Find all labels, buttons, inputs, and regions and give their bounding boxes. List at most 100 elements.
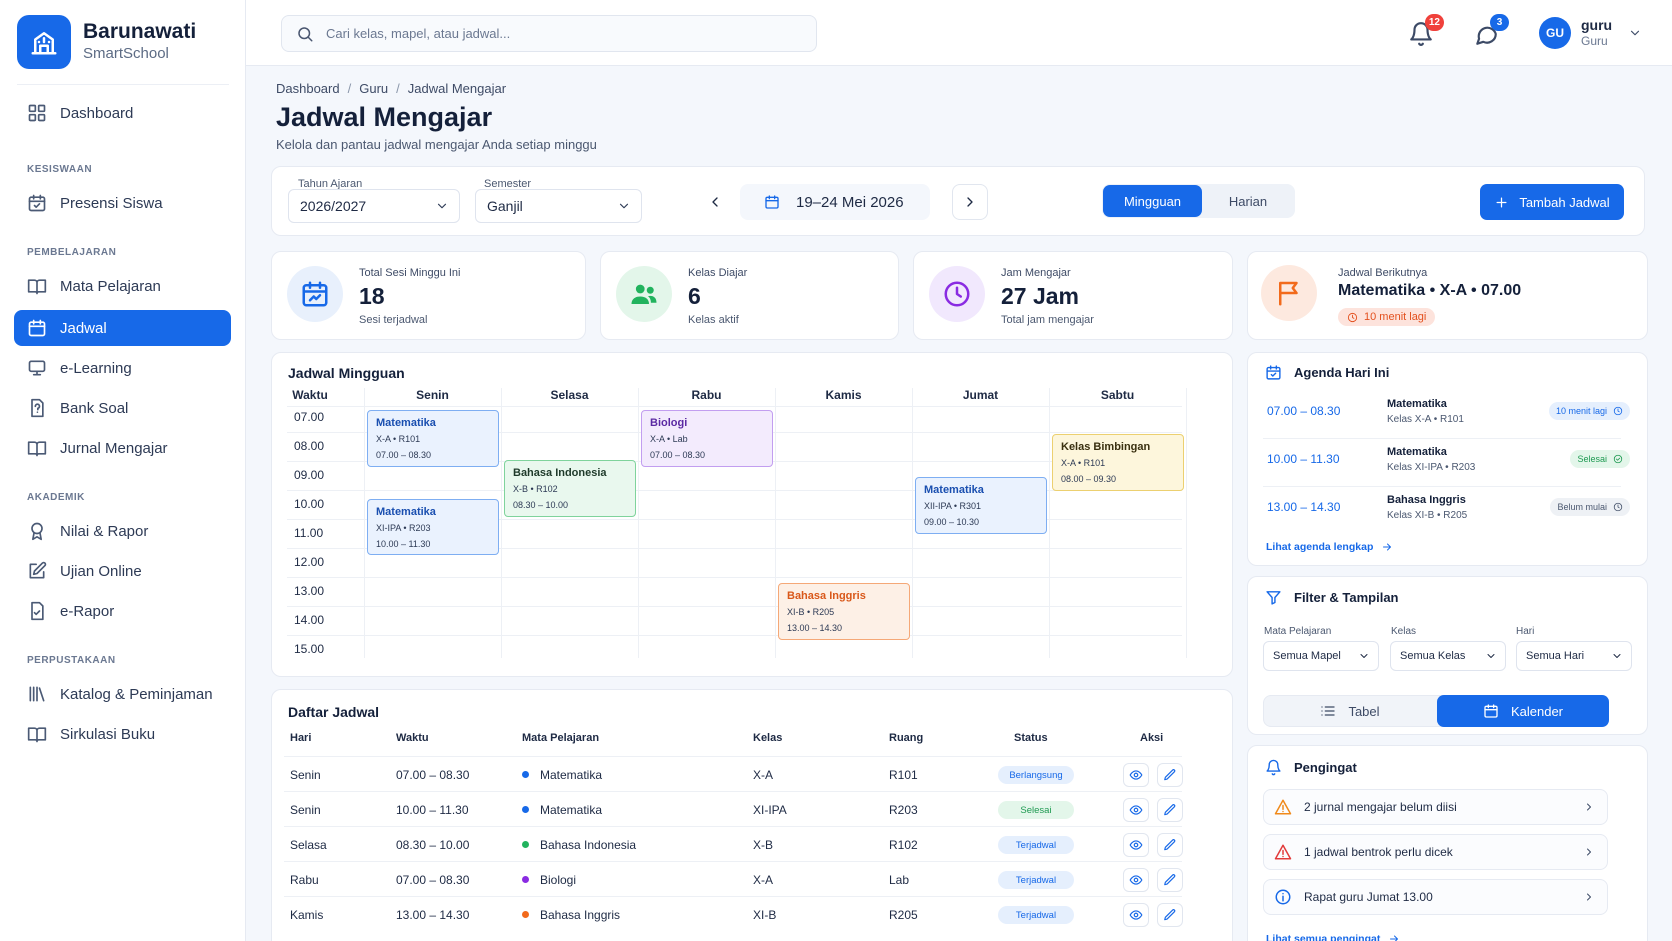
schedule-event[interactable]: Biologi X-A • Lab 07.00 – 08.30 [641,410,773,467]
page-subtitle: Kelola dan pantau jadwal mengajar Anda s… [276,137,597,152]
filter-kelas-select[interactable]: Semua Kelas [1390,641,1506,671]
table-row[interactable]: Senin 10.00 – 11.30 Matematika XI-IPA R2… [284,791,1183,826]
agenda-item[interactable]: 13.00 – 14.30 Bahasa Inggris Kelas XI-B … [1263,487,1630,533]
add-schedule-button[interactable]: Tambah Jadwal [1480,184,1624,220]
filter-hari-select[interactable]: Semua Hari [1516,641,1632,671]
pencil-icon [1164,909,1176,921]
stat-card-classes: Kelas Diajar 6 Kelas aktif [600,251,899,340]
sidebar-item-presensi[interactable]: Presensi Siswa [14,185,231,221]
sidebar-item-jadwal[interactable]: Jadwal [14,310,231,346]
sidebar-item-label: Bank Soal [60,399,129,417]
grid-line [287,548,1182,549]
filter-kelas-label: Kelas [1391,626,1417,637]
sidebar-item-dashboard[interactable]: Dashboard [14,95,231,131]
schedule-event[interactable]: Matematika XI-IPA • R203 10.00 – 11.30 [367,499,499,555]
breadcrumb-link-guru[interactable]: Guru [359,81,389,96]
next-week-button[interactable] [952,184,988,220]
sidebar-item-elearning[interactable]: e-Learning [14,350,231,386]
search-input[interactable] [326,26,806,41]
cell-course: Matematika [522,768,602,782]
breadcrumb-link-dashboard[interactable]: Dashboard [276,81,340,96]
filter-mapel-label: Mata Pelajaran [1264,626,1332,637]
status-badge: Terjadwal [998,871,1074,889]
search-box[interactable] [281,15,817,52]
calendar-mode-button[interactable]: Kalender [1437,695,1609,727]
sidebar-item-katalog[interactable]: Katalog & Peminjaman [14,676,231,712]
view-button[interactable] [1123,833,1149,857]
chevron-down-icon [1631,30,1640,36]
table-row[interactable]: Kamis 13.00 – 14.30 Bahasa Inggris XI-B … [284,896,1183,931]
day-header: Jumat [962,388,999,402]
messages-button[interactable]: 3 [1473,14,1509,47]
sidebar-item-jurnal[interactable]: Jurnal Mengajar [14,430,231,466]
view-weekly-button[interactable]: Mingguan [1103,185,1202,217]
edit-button[interactable] [1157,903,1183,927]
view-full-agenda-link[interactable]: Lihat agenda lengkap [1266,541,1393,553]
semester-select[interactable]: Ganjil [475,189,642,223]
edit-button[interactable] [1157,868,1183,892]
reminder-item[interactable]: 1 jadwal bentrok perlu dicek [1263,834,1608,870]
cell-room: R205 [889,908,918,922]
school-building-icon [17,15,71,69]
agenda-item[interactable]: 10.00 – 11.30 Matematika Kelas XI-IPA • … [1263,439,1630,485]
calendar-mode-label: Kalender [1510,703,1564,719]
view-daily-button[interactable]: Harian [1228,193,1268,209]
info-icon [1275,889,1291,905]
agenda-class: Kelas XI-B • R205 [1387,510,1468,521]
sidebar-item-erapor[interactable]: e-Rapor [14,593,231,629]
event-time: 10.00 – 11.30 [376,539,431,549]
sidebar-item-ujian[interactable]: Ujian Online [14,553,231,589]
semester-label: Semester [484,178,532,190]
sidebar-item-sirkulasi[interactable]: Sirkulasi Buku [14,716,231,752]
notification-badge: 12 [1424,14,1444,31]
previous-week-button[interactable] [697,184,733,220]
table-row[interactable]: Selasa 08.30 – 10.00 Bahasa Indonesia X-… [284,826,1183,861]
agenda-card: Agenda Hari Ini 07.00 – 08.30 Matematika… [1247,352,1648,566]
edit-button[interactable] [1157,833,1183,857]
year-select[interactable]: 2026/2027 [288,189,460,223]
message-badge: 3 [1490,14,1509,31]
warning-icon [1274,799,1292,815]
table-mode-button[interactable]: Tabel [1264,696,1436,726]
table-row[interactable]: Rabu 07.00 – 08.30 Biologi X-A Lab Terja… [284,861,1183,896]
sidebar-item-mapel[interactable]: Mata Pelajaran [14,268,231,304]
event-title: Bahasa Inggris [787,590,866,602]
view-button[interactable] [1123,868,1149,892]
filter-mapel-select[interactable]: Semua Mapel [1263,641,1379,671]
view-button[interactable] [1123,763,1149,787]
sidebar-item-banksoal[interactable]: Bank Soal [14,390,231,426]
event-class: X-A • R101 [1061,458,1106,468]
chat-icon [1476,26,1497,45]
view-button[interactable] [1123,798,1149,822]
award-icon [31,522,43,541]
table-row[interactable]: Senin 07.00 – 08.30 Matematika X-A R101 … [284,756,1183,791]
reminder-item[interactable]: 2 jurnal mengajar belum diisi [1263,789,1608,825]
user-menu[interactable]: GU guru Guru [1539,17,1642,49]
sidebar-item-label: Mata Pelajaran [60,277,161,295]
agenda-item[interactable]: 07.00 – 08.30 Matematika Kelas X-A • R10… [1263,391,1630,437]
reminder-item[interactable]: Rapat guru Jumat 13.00 [1263,879,1608,915]
view-button[interactable] [1123,903,1149,927]
edit-button[interactable] [1157,763,1183,787]
sidebar-item-nilai[interactable]: Nilai & Rapor [14,513,231,549]
brand[interactable]: Barunawati SmartSchool [17,15,196,69]
table-mode-label: Tabel [1348,703,1380,719]
sidebar-item-label: e-Rapor [60,602,115,620]
schedule-event[interactable]: Kelas Bimbingan X-A • R101 08.00 – 09.30 [1052,434,1184,491]
schedule-event[interactable]: Bahasa Indonesia X-B • R102 08.30 – 10.0… [504,460,636,517]
cell-class: X-B [753,838,774,852]
schedule-event[interactable]: Bahasa Inggris XI-B • R205 13.00 – 14.30 [778,583,910,640]
day-header: Selasa [550,388,589,402]
grid-line [912,388,913,658]
notification-button[interactable]: 12 [1408,14,1444,47]
next-schedule-card[interactable]: Jadwal Berikutnya Matematika • X-A • 07.… [1247,251,1648,340]
week-range-display[interactable]: 19–24 Mei 2026 [740,184,930,220]
agenda-title: Agenda Hari Ini [1294,365,1390,380]
stat-subtext: Total jam mengajar [1001,314,1094,326]
agenda-status: Selesai [1577,454,1607,464]
event-class: XI-IPA • R203 [376,523,431,533]
edit-button[interactable] [1157,798,1183,822]
view-all-reminders-link[interactable]: Lihat semua pengingat [1266,933,1400,941]
schedule-event[interactable]: Matematika XII-IPA • R301 09.00 – 10.30 [915,477,1047,534]
schedule-event[interactable]: Matematika X-A • R101 07.00 – 08.30 [367,410,499,467]
